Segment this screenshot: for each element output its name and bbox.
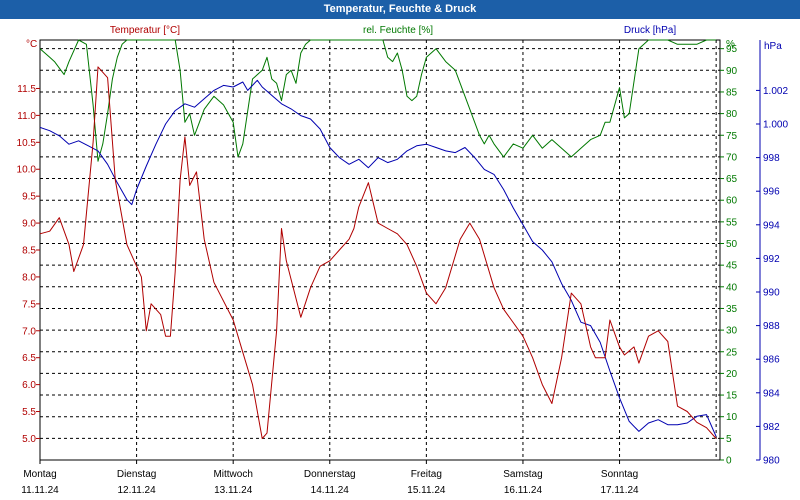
day-label: Freitag — [411, 469, 442, 480]
grid — [40, 40, 720, 461]
pressure-tick-label: 990 — [763, 288, 780, 299]
temperature-tick-label: 10.0 — [17, 165, 37, 176]
humidity-tick-label: 25 — [726, 347, 738, 358]
humidity-tick-label: 15 — [726, 391, 738, 402]
date-label: 15.11.24 — [407, 485, 446, 496]
pressure-tick-label: 996 — [763, 187, 780, 198]
pressure-tick-label: 988 — [763, 321, 780, 332]
temperature-axis: 11.5 11.0 10.5 10.0 9.5 9.0 8.5 8.0 7.5 7.0 6.5 6.0… — [17, 84, 40, 445]
day-label: Mittwoch — [213, 469, 252, 480]
humidity-tick-label: 85 — [726, 87, 738, 98]
temperature-tick-label: 5.5 — [22, 407, 36, 418]
humidity-tick-label: 55 — [726, 217, 738, 228]
day-label: Dienstag — [117, 469, 156, 480]
pressure-tick-label: 1.000 — [763, 120, 788, 131]
date-label: 17.11.24 — [600, 485, 639, 496]
date-label: 14.11.24 — [311, 485, 350, 496]
humidity-tick-label: 10 — [726, 412, 738, 423]
temperature-axis-title: Temperatur [°C] — [110, 25, 180, 36]
temperature-tick-label: 6.5 — [22, 353, 36, 364]
chart-title: Temperatur, Feuchte & Druck — [0, 0, 800, 19]
plot-frame — [39, 39, 721, 461]
temperature-tick-label: 9.5 — [22, 192, 36, 203]
pressure-tick-label: 984 — [763, 388, 780, 399]
temperature-tick-label: 6.0 — [22, 380, 36, 391]
series-group — [39, 39, 717, 439]
humidity-tick-label: 40 — [726, 282, 738, 293]
temperature-tick-label: 11.0 — [17, 111, 36, 122]
date-label: 16.11.24 — [504, 485, 543, 496]
pressure-tick-label: 994 — [763, 220, 780, 231]
pressure-axis-title: Druck [hPa] — [624, 25, 676, 36]
pressure-axis: 1.002 1.000 998 996 994 992 990 988 986 984 982 980 — [756, 40, 788, 467]
pressure-unit: hPa — [764, 41, 782, 52]
humidity-tick-label: 30 — [726, 326, 738, 337]
day-label: Donnerstag — [304, 469, 356, 480]
day-label: Samstag — [503, 469, 542, 480]
humidity-axis-title: rel. Feuchte [%] — [363, 25, 433, 36]
humidity-tick-label: 60 — [726, 196, 738, 207]
day-label: Sonntag — [601, 469, 638, 480]
date-label: 11.11.24 — [21, 485, 59, 496]
temperature-tick-label: 7.0 — [22, 326, 36, 337]
day-label: Montag — [23, 469, 56, 480]
humidity-tick-label: 75 — [726, 131, 738, 142]
temperature-tick-label: 5.0 — [22, 434, 36, 445]
pressure-line — [39, 79, 717, 437]
temperature-tick-label: 8.5 — [22, 246, 36, 257]
date-label: 12.11.24 — [117, 485, 156, 496]
humidity-tick-label: 0 — [726, 456, 732, 467]
pressure-tick-label: 1.002 — [763, 86, 788, 97]
humidity-tick-label: 50 — [726, 239, 738, 250]
humidity-tick-label: 80 — [726, 109, 738, 120]
humidity-tick-label: 65 — [726, 174, 738, 185]
pressure-tick-label: 982 — [763, 422, 780, 433]
humidity-tick-label: 90 — [726, 66, 738, 77]
humidity-tick-label: 70 — [726, 152, 738, 163]
temperature-unit: °C — [26, 39, 37, 50]
pressure-tick-label: 998 — [763, 153, 780, 164]
temperature-tick-label: 10.5 — [17, 138, 37, 149]
humidity-unit: % — [726, 39, 735, 50]
pressure-tick-label: 986 — [763, 355, 780, 366]
humidity-tick-label: 20 — [726, 369, 738, 380]
humidity-line — [39, 39, 717, 162]
temperature-tick-label: 8.0 — [22, 272, 36, 283]
humidity-tick-label: 35 — [726, 304, 738, 315]
temperature-tick-label: 7.5 — [22, 299, 36, 310]
temperature-line — [39, 66, 717, 439]
humidity-tick-label: 95 — [726, 44, 738, 55]
date-label: 13.11.24 — [214, 485, 253, 496]
pressure-tick-label: 980 — [763, 456, 780, 467]
time-axis: Montag 11.11.24 Dienstag 12.11.24 Mittwoch 13… — [21, 460, 639, 496]
humidity-tick-label: 5 — [726, 434, 732, 445]
temperature-tick-label: 9.0 — [22, 219, 36, 230]
pressure-tick-label: 992 — [763, 254, 780, 265]
temperature-tick-label: 11.5 — [17, 84, 36, 95]
humidity-tick-label: 45 — [726, 261, 738, 272]
